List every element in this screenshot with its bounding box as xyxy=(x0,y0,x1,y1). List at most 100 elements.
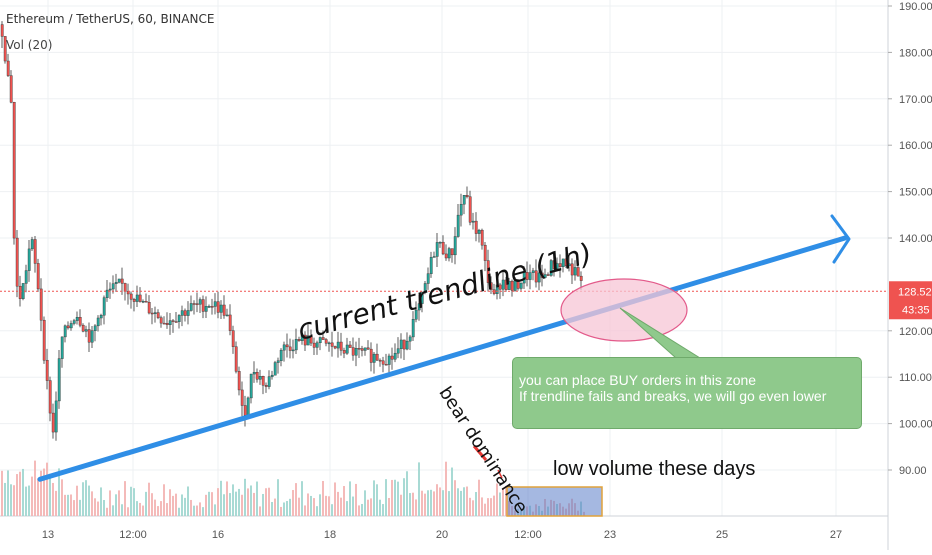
candle-body xyxy=(456,214,460,237)
candle-body xyxy=(330,342,334,347)
time-tick-label: 23 xyxy=(604,529,616,541)
volume-bar xyxy=(172,495,174,516)
candle-body xyxy=(69,323,73,329)
candle-body xyxy=(273,362,277,376)
candle-body xyxy=(75,317,79,321)
volume-bar xyxy=(295,483,297,516)
volume-bar xyxy=(361,503,363,516)
candle-body xyxy=(123,283,127,292)
candle-body xyxy=(396,348,400,354)
volume-bar xyxy=(181,494,183,516)
candle-body xyxy=(348,344,352,348)
price-tick-label: 100.00 xyxy=(899,419,932,431)
candle-body xyxy=(549,260,553,276)
volume-bar xyxy=(481,497,483,516)
volume-bar xyxy=(394,479,396,516)
volume-bar xyxy=(115,494,117,516)
volume-bar xyxy=(58,468,60,516)
candle-body xyxy=(54,400,58,433)
candle-body xyxy=(531,270,535,273)
volume-bar xyxy=(349,481,351,516)
candle-body xyxy=(417,303,421,311)
volume-bar xyxy=(175,493,177,516)
volume-bar xyxy=(235,491,237,516)
volume-bar xyxy=(352,496,354,516)
candle-body xyxy=(294,339,298,351)
volume-bar xyxy=(106,507,108,516)
volume-bar xyxy=(139,502,141,516)
volume-bar xyxy=(280,506,282,516)
time-tick-label: 27 xyxy=(830,529,842,541)
time-tick-label: 18 xyxy=(324,529,336,541)
candle-body xyxy=(240,389,244,406)
volume-bar xyxy=(466,486,468,516)
volume-bar xyxy=(457,488,459,516)
volume-bar xyxy=(298,497,300,516)
candle-body xyxy=(564,258,568,267)
countdown-value: 43:35 xyxy=(902,304,930,316)
volume-bar xyxy=(85,480,87,516)
volume-bar xyxy=(370,498,372,516)
volume-bar xyxy=(118,490,120,516)
candle-body xyxy=(234,346,238,372)
last-price-value: 128.52 xyxy=(898,286,932,298)
candle-body xyxy=(528,272,532,280)
candle-body xyxy=(546,274,550,276)
candle-body xyxy=(342,350,346,354)
candle-body xyxy=(252,372,256,375)
volume-bar xyxy=(214,504,216,516)
volume-bar xyxy=(463,487,465,516)
volume-bar xyxy=(13,485,15,516)
volume-bar xyxy=(142,505,144,516)
volume-bar xyxy=(406,471,408,516)
candle-body xyxy=(225,314,229,317)
candle-body xyxy=(576,267,580,277)
volume-bar xyxy=(154,499,156,516)
volume-bar xyxy=(451,467,453,516)
candle-body xyxy=(444,253,448,259)
candle-body xyxy=(459,203,463,216)
volume-bar xyxy=(37,478,39,516)
volume-bar xyxy=(262,493,264,516)
candle-body xyxy=(147,302,151,314)
volume-bar xyxy=(286,501,288,516)
price-tick-label: 180.00 xyxy=(899,47,932,59)
candle-body xyxy=(300,334,304,341)
volume-bar xyxy=(247,488,249,516)
candle-body xyxy=(519,282,523,289)
candle-body xyxy=(390,355,394,360)
candle-body xyxy=(387,355,391,365)
volume-bar xyxy=(19,471,21,516)
candle-body xyxy=(360,348,364,351)
volume-bar xyxy=(439,487,441,516)
volume-bar xyxy=(184,497,186,516)
candle-body xyxy=(507,280,511,290)
volume-bar xyxy=(400,494,402,516)
volume-bar xyxy=(49,473,51,516)
volume-bar xyxy=(112,505,114,516)
volume-bar xyxy=(91,491,93,516)
candle-body xyxy=(36,263,40,290)
candle-body xyxy=(105,289,109,298)
candle-body xyxy=(447,248,451,259)
volume-bar xyxy=(208,491,210,516)
volume-bar xyxy=(232,484,234,516)
candle-body xyxy=(276,360,280,363)
volume-bar xyxy=(409,493,411,516)
candle-body xyxy=(210,306,214,308)
candle-body xyxy=(432,256,436,258)
volume-bar xyxy=(151,493,153,516)
time-tick-label: 12:00 xyxy=(514,529,542,541)
candle-body xyxy=(255,372,259,380)
candle-body xyxy=(339,341,343,351)
volume-bar xyxy=(460,490,462,516)
volume-bar xyxy=(46,462,48,516)
candle-body xyxy=(24,270,28,284)
candle-body xyxy=(102,297,106,316)
candle-body xyxy=(27,248,31,271)
price-tick-label: 170.00 xyxy=(899,94,932,106)
volume-bar xyxy=(433,491,435,516)
volume-bar xyxy=(148,482,150,516)
volume-bar xyxy=(190,499,192,516)
